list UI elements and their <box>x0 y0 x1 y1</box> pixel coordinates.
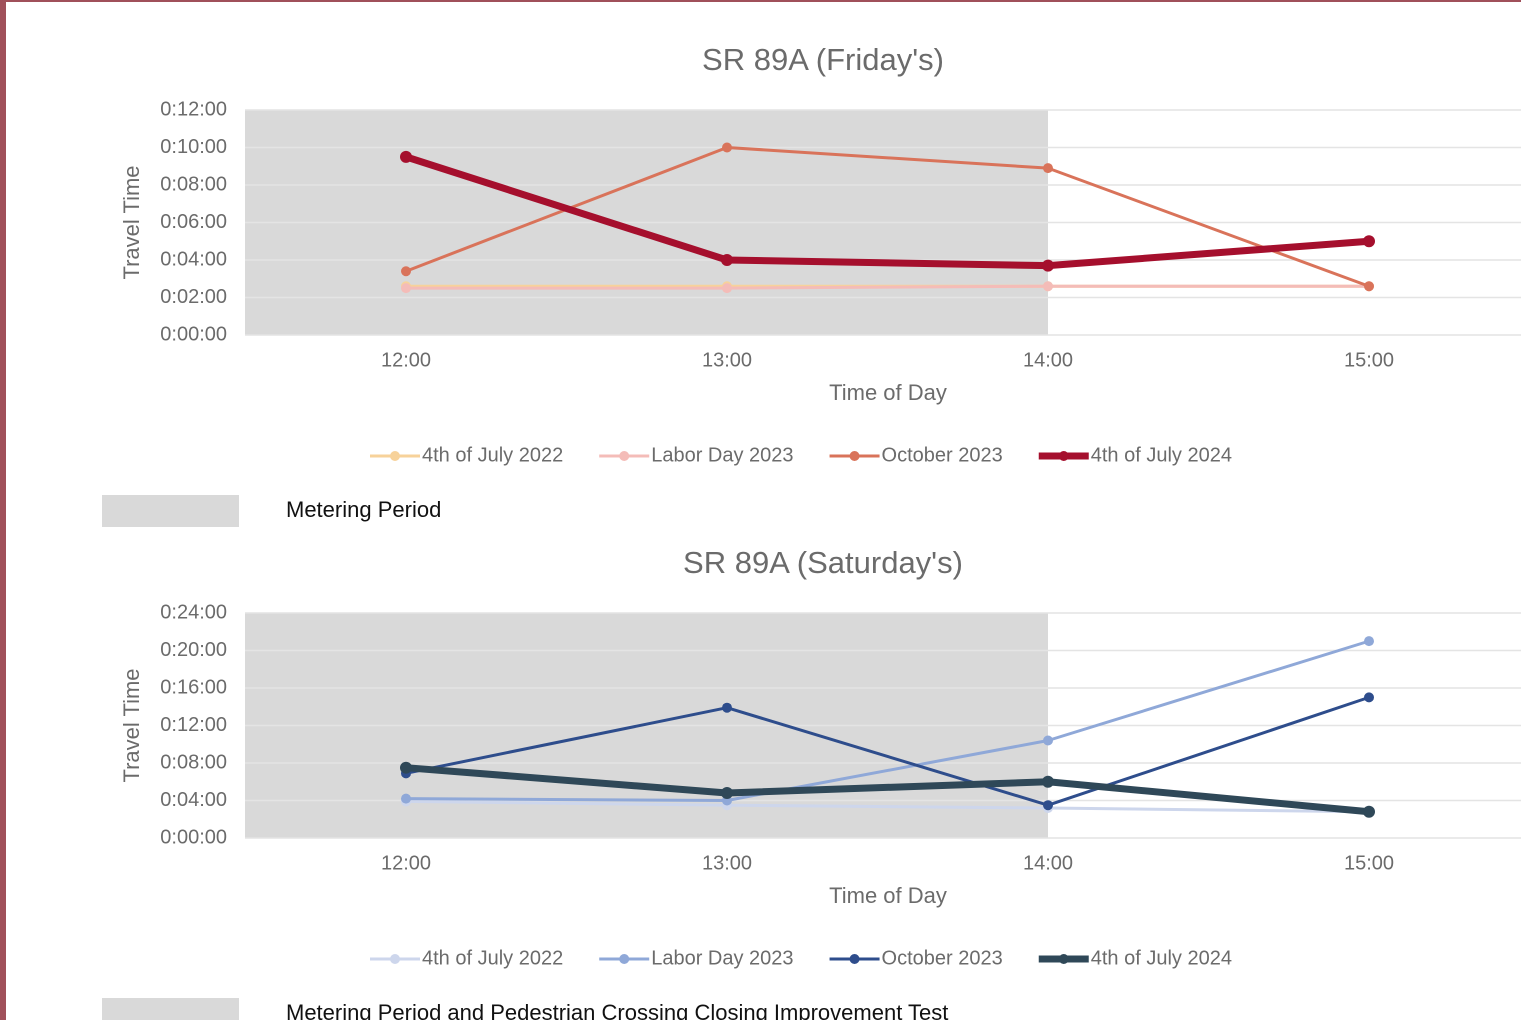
data-point <box>1364 281 1374 292</box>
legend-swatch-marker <box>849 451 860 461</box>
series-line <box>404 284 1371 290</box>
data-point <box>1043 800 1053 811</box>
legend-label: October 2023 <box>882 444 1003 466</box>
data-point <box>722 142 732 153</box>
y-tick-label: 0:08:00 <box>160 751 227 773</box>
legend-label: 4th of July 2024 <box>1091 444 1232 466</box>
legend-label: 4th of July 2022 <box>422 947 563 969</box>
y-tick-label: 0:00:00 <box>160 826 227 848</box>
y-tick-label: 0:04:00 <box>160 248 227 270</box>
x-tick-label: 14:00 <box>1023 349 1073 371</box>
chart-title: SR 89A (Friday's) <box>702 42 944 77</box>
shade-legend-label: Metering Period and Pedestrian Crossing … <box>286 1000 948 1020</box>
data-point <box>1043 163 1053 174</box>
legend-swatch-marker <box>619 451 630 461</box>
series-line <box>404 695 1371 807</box>
data-point <box>1042 259 1054 272</box>
y-tick-label: 0:12:00 <box>160 98 227 120</box>
y-tick-label: 0:02:00 <box>160 286 227 308</box>
data-point <box>722 283 732 294</box>
y-tick-label: 0:24:00 <box>160 601 227 623</box>
data-point <box>400 761 412 774</box>
x-tick-label: 13:00 <box>702 349 752 371</box>
x-axis-title: Time of Day <box>829 380 947 405</box>
y-tick-label: 0:04:00 <box>160 789 227 811</box>
legend-label: October 2023 <box>882 947 1003 969</box>
x-axis-title: Time of Day <box>829 883 947 908</box>
top-border <box>0 0 1521 2</box>
legend-swatch-marker <box>619 954 630 964</box>
data-point <box>1043 735 1053 746</box>
data-point <box>1364 692 1374 703</box>
x-tick-label: 12:00 <box>381 852 431 874</box>
series-line <box>402 764 1373 816</box>
x-tick-label: 14:00 <box>1023 852 1073 874</box>
legend-label: Labor Day 2023 <box>651 947 793 969</box>
y-axis-title: Travel Time <box>119 668 144 782</box>
data-point <box>1043 281 1053 292</box>
y-axis-title: Travel Time <box>119 165 144 279</box>
data-point <box>721 254 733 266</box>
chart-title: SR 89A (Saturday's) <box>683 545 963 580</box>
legend-label: Labor Day 2023 <box>651 444 793 466</box>
series-line <box>404 639 1371 802</box>
shade-legend-swatch <box>102 998 239 1020</box>
data-point <box>721 787 733 799</box>
y-tick-label: 0:10:00 <box>160 136 227 158</box>
legend-label: 4th of July 2022 <box>422 444 563 466</box>
legend-swatch-marker <box>390 954 400 964</box>
x-tick-label: 15:00 <box>1344 852 1394 874</box>
x-tick-label: 13:00 <box>702 852 752 874</box>
x-tick-label: 15:00 <box>1344 349 1394 371</box>
y-tick-label: 0:20:00 <box>160 639 227 661</box>
y-tick-label: 0:08:00 <box>160 173 227 195</box>
legend-label: 4th of July 2024 <box>1091 947 1232 969</box>
y-tick-label: 0:16:00 <box>160 676 227 698</box>
data-point <box>1364 636 1374 647</box>
data-point <box>401 266 411 277</box>
y-tick-label: 0:00:00 <box>160 323 227 345</box>
legend-swatch-marker <box>1058 451 1069 461</box>
legend-swatch-marker <box>390 451 400 461</box>
data-point <box>401 283 411 294</box>
x-tick-label: 12:00 <box>381 349 431 371</box>
shade-legend-label: Metering Period <box>286 497 441 522</box>
data-point <box>722 702 732 713</box>
series-line <box>402 153 1373 270</box>
data-point <box>400 150 412 163</box>
left-border <box>0 0 6 1020</box>
data-point <box>1363 805 1375 818</box>
shade-legend-swatch <box>102 495 239 527</box>
y-tick-label: 0:06:00 <box>160 211 227 233</box>
legend-swatch-marker <box>1058 954 1069 964</box>
y-tick-label: 0:12:00 <box>160 714 227 736</box>
data-point <box>1363 235 1375 248</box>
series-line <box>404 799 1371 814</box>
legend-swatch-marker <box>849 954 860 964</box>
data-point <box>401 793 411 804</box>
data-point <box>1042 775 1054 788</box>
